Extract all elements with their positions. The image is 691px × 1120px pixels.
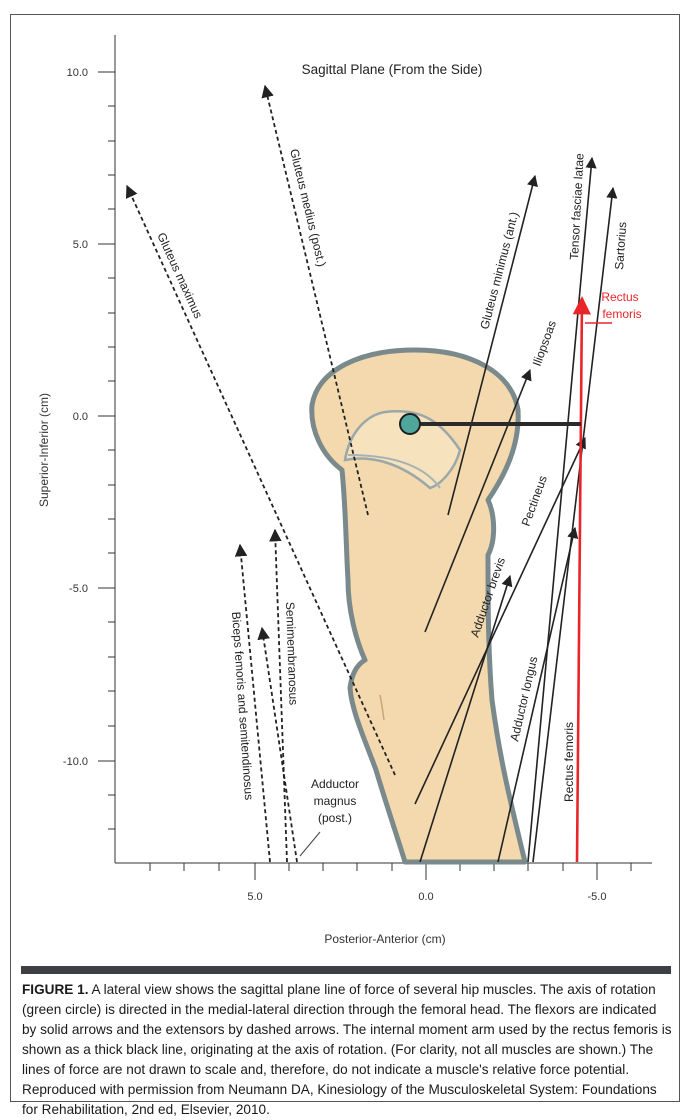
pectineus-line xyxy=(414,436,586,805)
iliopsoas-line xyxy=(424,368,532,633)
biceps-femoris-label: Biceps femoris and semitendinosus xyxy=(229,611,256,800)
semimembranosus-line xyxy=(269,528,288,863)
rectus-femoris-line xyxy=(572,296,612,863)
semimembranosus-label: Semimembranosus xyxy=(283,602,301,706)
y-tick-label: 10.0 xyxy=(67,67,88,79)
figure-caption: FIGURE 1. A lateral view shows the sagit… xyxy=(22,980,672,1120)
y-tick-label: -10.0 xyxy=(63,756,88,768)
rectus-femoris-red-label-1: Rectus xyxy=(601,290,638,304)
figure-frame xyxy=(10,14,680,1102)
x-tick-labels: 5.0 0.0 -5.0 xyxy=(247,891,606,903)
adductor-magnus-line xyxy=(257,626,298,863)
adductor-magnus-label-2: magnus xyxy=(314,794,357,808)
extensor-lines xyxy=(125,84,396,863)
x-ticks xyxy=(149,863,632,880)
x-tick-label: -5.0 xyxy=(588,891,607,903)
y-tick-label: -5.0 xyxy=(69,583,88,595)
adductor-brevis-line xyxy=(419,574,513,863)
caption-label: FIGURE 1. xyxy=(22,982,89,997)
sartorius-line xyxy=(532,186,618,863)
tensor-fasciae-latae-line xyxy=(527,156,597,863)
adductor-longus-line xyxy=(497,526,579,863)
y-tick-label: 5.0 xyxy=(73,239,88,251)
gluteus-minimus-line xyxy=(447,174,538,516)
y-tick-labels: 10.0 5.0 0.0 -5.0 -10.0 xyxy=(63,67,88,768)
sartorius-label: Sartorius xyxy=(612,221,629,270)
rectus-femoris-label: Rectus femoris xyxy=(562,722,576,802)
adductor-magnus-label-3: (post.) xyxy=(318,811,352,825)
femur-bone xyxy=(309,347,528,865)
sagittal-plane-diagram: 10.0 5.0 0.0 -5.0 -10.0 5.0 0.0 -5.0 Pos… xyxy=(37,35,652,946)
adductor-magnus-label-1: Adductor xyxy=(311,777,359,791)
axis-of-rotation-circle xyxy=(399,413,421,435)
y-ticks xyxy=(98,71,115,830)
gluteus-medius-line xyxy=(261,84,369,516)
pectineus-label: Pectineus xyxy=(519,474,550,528)
diagram-title: Sagittal Plane (From the Side) xyxy=(302,62,483,77)
y-tick-label: 0.0 xyxy=(73,411,88,423)
rectus-femoris-red-label-2: femoris xyxy=(602,307,641,321)
adductor-magnus-pointer xyxy=(299,831,321,857)
flexor-lines xyxy=(414,156,618,863)
x-tick-label: 5.0 xyxy=(247,891,262,903)
tensor-fasciae-latae-label: Tensor fasciae latae xyxy=(567,153,587,261)
x-tick-label: 0.0 xyxy=(418,891,433,903)
caption-divider xyxy=(21,966,671,974)
y-axis-label: Superior-Inferior (cm) xyxy=(37,393,51,507)
gluteus-maximus-line xyxy=(125,184,396,776)
x-axis-label: Posterior-Anterior (cm) xyxy=(324,932,445,946)
iliopsoas-label: Iliopsoas xyxy=(530,319,559,368)
gluteus-maximus-label: Gluteus maximus xyxy=(154,230,205,320)
caption-text: A lateral view shows the sagittal plane … xyxy=(22,982,672,1117)
